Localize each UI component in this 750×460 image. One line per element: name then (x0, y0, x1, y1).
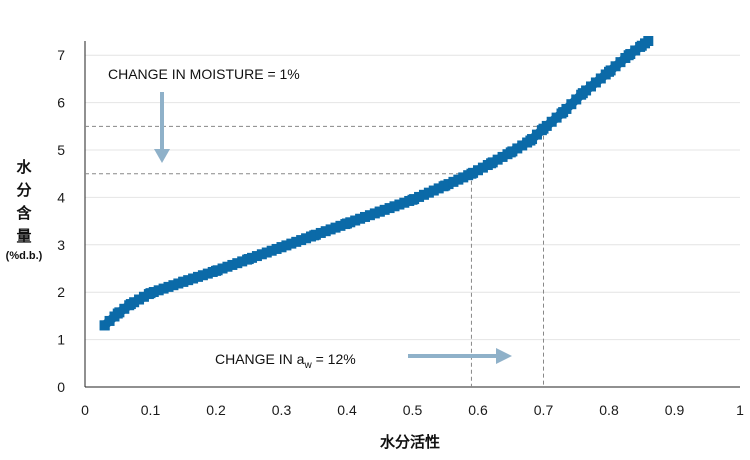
y-tick-label: 4 (57, 189, 65, 205)
series-marker (640, 38, 651, 49)
y-tick-label: 3 (57, 237, 65, 253)
y-tick-label: 1 (57, 332, 65, 348)
y-tick-label: 2 (57, 284, 65, 300)
down-arrow-shaft (160, 92, 164, 150)
right-arrow-head (496, 348, 512, 364)
y-tick-label: 7 (57, 47, 65, 63)
x-tick-label: 0.8 (599, 402, 619, 418)
annotation-arrows (154, 92, 512, 364)
right-arrow-shaft (408, 354, 498, 358)
annotation-aw: CHANGE IN aw = 12% (215, 351, 356, 371)
x-tick-label: 0.9 (665, 402, 685, 418)
x-tick-label: 0.3 (272, 402, 292, 418)
annotation-aw-suffix: = 12% (312, 351, 356, 367)
y-axis-label-char: 水 (16, 159, 32, 176)
y-tick-label: 6 (57, 95, 65, 111)
y-axis-label-char: 量 (16, 228, 32, 245)
y-tick-label: 5 (57, 142, 65, 158)
x-tick-label: 0 (81, 402, 89, 418)
annotation-aw-subscript: w (303, 360, 312, 371)
x-tick-label: 0.6 (468, 402, 488, 418)
annotation-aw-prefix: CHANGE IN a (215, 351, 305, 367)
y-axis-label: 水 分 含 量 (%d.b.) (2, 156, 46, 262)
x-tick-label: 0.7 (534, 402, 554, 418)
x-tick-label: 0.4 (337, 402, 357, 418)
reference-lines (85, 125, 547, 387)
grid-lines (85, 54, 740, 341)
x-tick-label: 0.2 (206, 402, 226, 418)
x-tick-labels: 0 0.1 0.2 0.3 0.4 0.5 0.6 0.7 0.8 0.9 1 (81, 402, 744, 418)
axes (84, 41, 740, 388)
x-tick-label: 0.1 (141, 402, 161, 418)
y-tick-label: 0 (57, 379, 65, 395)
y-tick-labels: 0 1 2 3 4 5 6 7 (57, 47, 65, 395)
annotation-moisture: CHANGE IN MOISTURE = 1% (108, 66, 300, 82)
x-tick-label: 1 (736, 402, 744, 418)
y-axis-label-char: 分 (16, 182, 32, 199)
y-axis-label-char: 含 (16, 205, 32, 222)
x-axis-label: 水分活性 (380, 434, 441, 451)
data-series (99, 36, 654, 331)
down-arrow-head (154, 149, 170, 163)
y-axis-unit: (%d.b.) (5, 250, 43, 262)
x-tick-label: 0.5 (403, 402, 423, 418)
